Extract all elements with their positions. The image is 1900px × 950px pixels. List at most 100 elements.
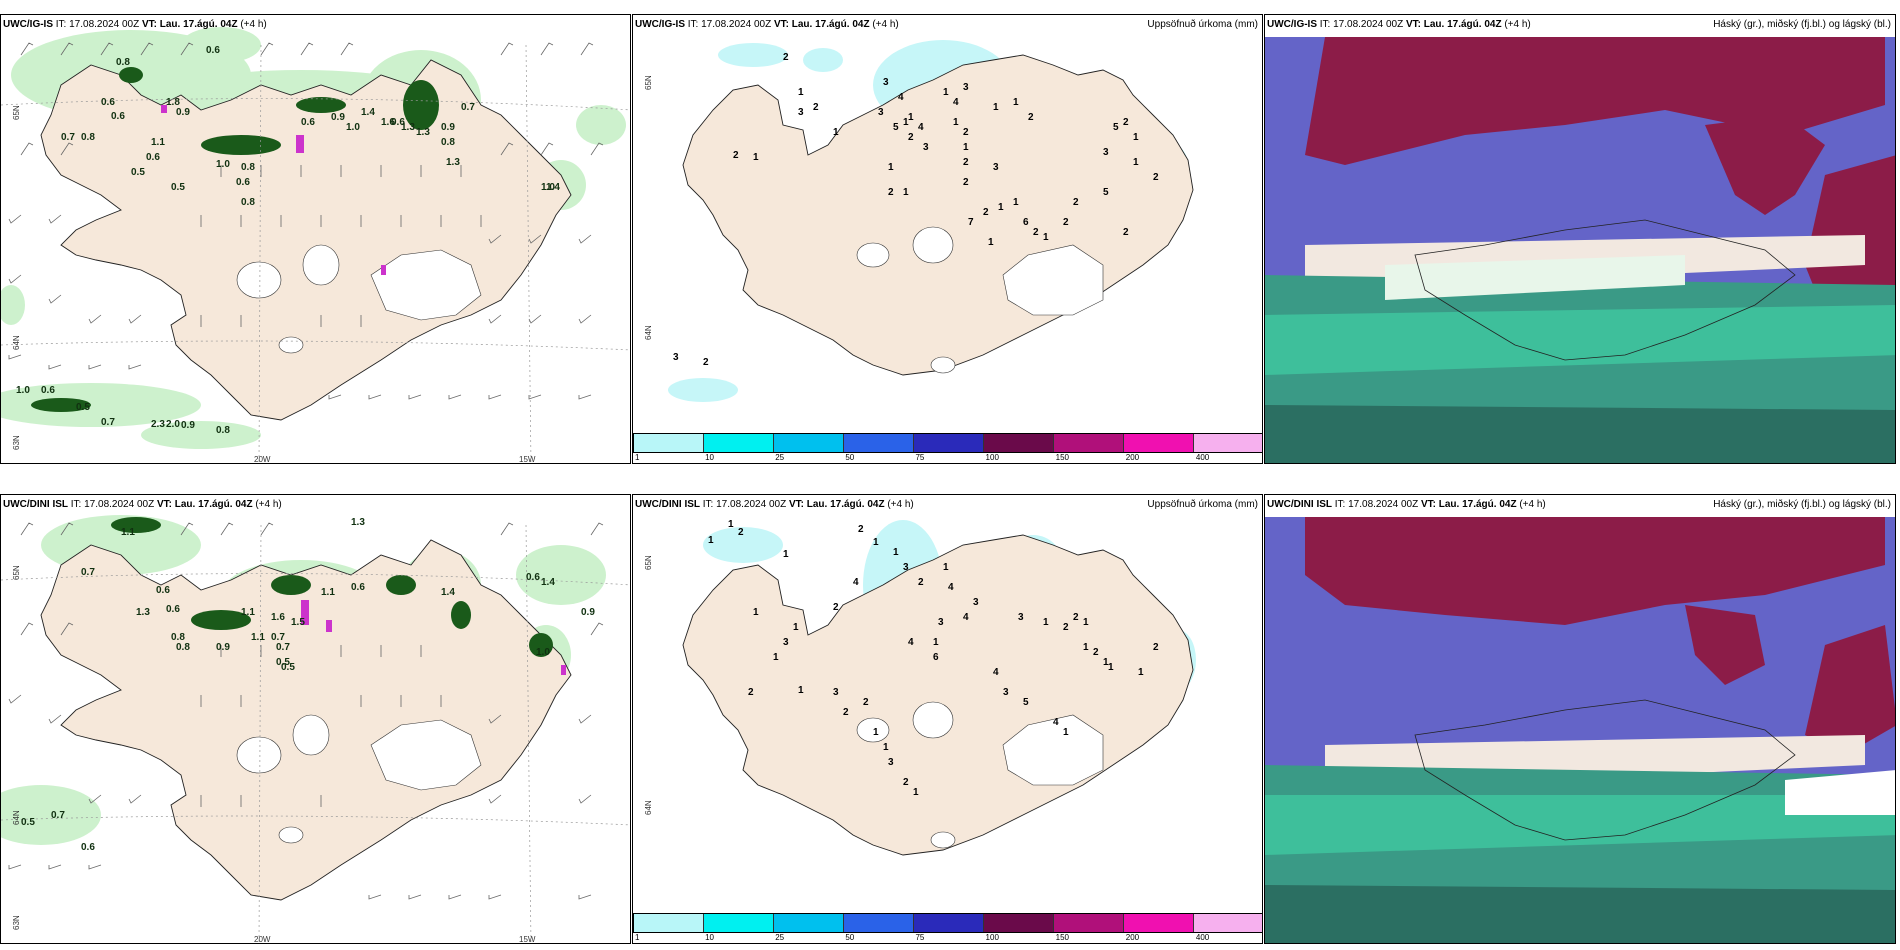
value-label: 1 xyxy=(798,87,804,98)
value-label: 2 xyxy=(833,602,839,613)
lat-label-65n: 65N xyxy=(12,105,21,120)
glaciers xyxy=(856,226,1104,374)
legend-swatch xyxy=(1194,914,1262,932)
value-label: 3 xyxy=(673,352,679,363)
legend-tick: 10 xyxy=(705,453,715,462)
value-label: 1.1 xyxy=(121,527,135,538)
value-label: 3 xyxy=(963,82,969,93)
legend-tick: 75 xyxy=(915,933,925,942)
high-cloud-areas xyxy=(1305,37,1895,325)
value-label: 3 xyxy=(878,107,884,118)
legend-swatch xyxy=(914,434,984,452)
legend-swatch xyxy=(844,434,914,452)
value-label: 1 xyxy=(1103,657,1109,668)
cloud-panel-top-header: UWC/IG-IS IT: 17.08.2024 00Z VT: Lau. 17… xyxy=(1267,19,1531,30)
value-label: 2 xyxy=(1153,172,1159,183)
value-label: 1 xyxy=(993,102,999,113)
svg-text:65N: 65N xyxy=(644,555,653,570)
value-label: 1.5 xyxy=(291,617,305,628)
wind-panel-top: UWC/IG-IS IT: 17.08.2024 00Z VT: Lau. 17… xyxy=(0,14,631,464)
value-label: 1.4 xyxy=(541,577,555,588)
value-label: 1 xyxy=(988,237,994,248)
legend-swatch xyxy=(1194,434,1262,452)
value-label: 0.7 xyxy=(271,632,285,643)
cloud-map-bottom xyxy=(1265,517,1895,943)
value-label: 1.8 xyxy=(166,97,180,108)
value-label: 1 xyxy=(1013,197,1019,208)
value-label: 3 xyxy=(923,142,929,153)
lightning-marks xyxy=(301,600,566,675)
cloud-panel-bottom-header: UWC/DINI ISL IT: 17.08.2024 00Z VT: Lau.… xyxy=(1267,499,1546,510)
glaciers xyxy=(236,714,482,844)
legend-swatch xyxy=(774,434,844,452)
value-label: 1 xyxy=(933,637,939,648)
cloud-panel-top: UWC/IG-IS IT: 17.08.2024 00Z VT: Lau. 17… xyxy=(1264,14,1896,464)
precip-panel-top-header: UWC/IG-IS IT: 17.08.2024 00Z VT: Lau. 17… xyxy=(635,19,899,30)
graticule xyxy=(1,44,630,463)
precip-title: Uppsöfnuð úrkoma (mm) xyxy=(1147,499,1258,510)
value-label: 3 xyxy=(888,757,894,768)
value-label: 2 xyxy=(783,52,789,63)
legend-tick: 100 xyxy=(985,933,999,942)
value-label: 3 xyxy=(938,617,944,628)
graticule xyxy=(1,524,630,943)
value-label: 1 xyxy=(883,742,889,753)
legend-swatch xyxy=(774,914,844,932)
value-label: 1 xyxy=(888,162,894,173)
precip-value-labels: 0.60.80.60.6 0.90.81.8 0.70.61.11.00.50.5 0… xyxy=(16,45,560,436)
legend-tick: 150 xyxy=(1055,933,1070,942)
value-label: 2 xyxy=(918,577,924,588)
heavy-precip-cores xyxy=(31,67,439,412)
value-label: 0.8 xyxy=(116,57,130,68)
value-label: 2 xyxy=(908,132,914,143)
value-label: 0.9 xyxy=(581,607,595,618)
value-label: 1 xyxy=(908,112,914,123)
value-label: 0.7 xyxy=(101,417,115,428)
lat-label-64n: 64N xyxy=(12,335,21,350)
value-label: 0.6 xyxy=(526,572,540,583)
value-label: 0.8 xyxy=(441,137,455,148)
legend-tick: 25 xyxy=(775,933,785,942)
legend-swatch xyxy=(984,434,1054,452)
value-label: 1 xyxy=(998,202,1004,213)
value-label: 4 xyxy=(993,667,999,678)
value-label: 7 xyxy=(968,217,974,228)
value-label: 1 xyxy=(783,549,789,560)
legend-tick: 75 xyxy=(915,453,925,462)
value-label: 0.7 xyxy=(276,642,290,653)
lon-label-20w: 20W xyxy=(254,455,271,464)
value-label: 0.6 xyxy=(81,842,95,853)
value-label: 0.8 xyxy=(176,642,190,653)
value-label: 2 xyxy=(858,524,864,535)
value-label: 0.5 xyxy=(276,657,290,668)
value-label: 1 xyxy=(1138,667,1144,678)
cloud-title: Háský (gr.), miðský (fj.bl.) og lágský (… xyxy=(1713,19,1891,30)
coastline-overlay xyxy=(1414,699,1796,841)
value-label: 1.4 xyxy=(441,587,455,598)
precip-title: Uppsöfnuð úrkoma (mm) xyxy=(1147,19,1258,30)
legend-swatch xyxy=(1124,434,1194,452)
value-label: 0.7 xyxy=(81,567,95,578)
value-label: 1.3 xyxy=(416,127,430,138)
legend-tick: 25 xyxy=(775,453,785,462)
value-label: 2 xyxy=(1073,612,1079,623)
value-label: 2 xyxy=(963,127,969,138)
value-label: 6 xyxy=(933,652,939,663)
legend-tick: 400 xyxy=(1195,453,1210,462)
iceland-landmass xyxy=(682,534,1194,856)
wind-panel-top-header: UWC/IG-IS IT: 17.08.2024 00Z VT: Lau. 17… xyxy=(3,19,267,30)
value-label: 0.9 xyxy=(216,642,230,653)
low-cloud-areas xyxy=(1265,765,1895,943)
wind-panel-bottom-header: UWC/DINI ISL IT: 17.08.2024 00Z VT: Lau.… xyxy=(3,499,282,510)
value-label: 0.6 xyxy=(166,604,180,615)
legend-ticks-top: 1 10 25 50 75 100 150 200 400 xyxy=(633,453,1262,463)
value-label: 4 xyxy=(908,637,914,648)
legend-swatch xyxy=(704,434,774,452)
low-cloud-areas xyxy=(1265,255,1895,463)
value-label: 3 xyxy=(798,107,804,118)
svg-text:64N: 64N xyxy=(644,800,653,815)
value-label: 1 xyxy=(798,685,804,696)
value-label: 1.3 xyxy=(446,157,460,168)
value-label: 1.3 xyxy=(136,607,150,618)
value-label: 0.5 xyxy=(76,402,90,413)
